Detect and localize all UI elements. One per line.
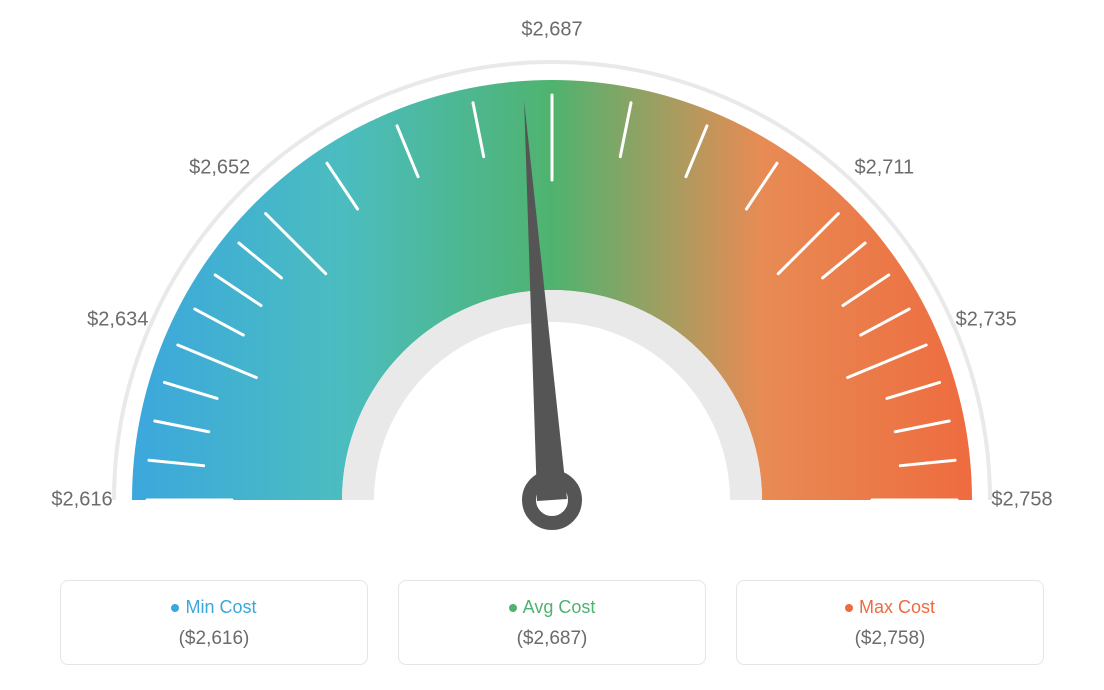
legend-title-avg-text: Avg Cost — [523, 597, 596, 617]
gauge-tick-label: $2,711 — [854, 156, 914, 179]
legend-value-min: ($2,616) — [61, 628, 367, 650]
legend-dot-avg — [509, 604, 517, 612]
gauge-chart: $2,616 $2,634 $2,652 $2,687 $2,711 $2,735 $2,7… — [0, 0, 1104, 560]
gauge-tick-label: $2,758 — [991, 489, 1052, 512]
gauge-tick-label: $2,687 — [521, 19, 582, 42]
legend-dot-min — [171, 604, 179, 612]
legend-title-min: Min Cost — [61, 597, 367, 618]
legend-card-min: Min Cost ($2,616) — [60, 580, 368, 665]
gauge-tick-label: $2,634 — [87, 309, 148, 332]
legend-title-max-text: Max Cost — [859, 597, 935, 617]
legend-row: Min Cost ($2,616) Avg Cost ($2,687) Max … — [60, 580, 1044, 665]
legend-dot-max — [845, 604, 853, 612]
legend-value-avg: ($2,687) — [399, 628, 705, 650]
legend-title-avg: Avg Cost — [399, 597, 705, 618]
legend-value-max: ($2,758) — [737, 628, 1043, 650]
legend-card-avg: Avg Cost ($2,687) — [398, 580, 706, 665]
legend-card-max: Max Cost ($2,758) — [736, 580, 1044, 665]
legend-title-min-text: Min Cost — [185, 597, 256, 617]
gauge-tick-label: $2,616 — [51, 489, 112, 512]
gauge-tick-label: $2,652 — [189, 156, 250, 179]
gauge-svg — [0, 0, 1104, 560]
gauge-tick-label: $2,735 — [956, 309, 1017, 332]
legend-title-max: Max Cost — [737, 597, 1043, 618]
